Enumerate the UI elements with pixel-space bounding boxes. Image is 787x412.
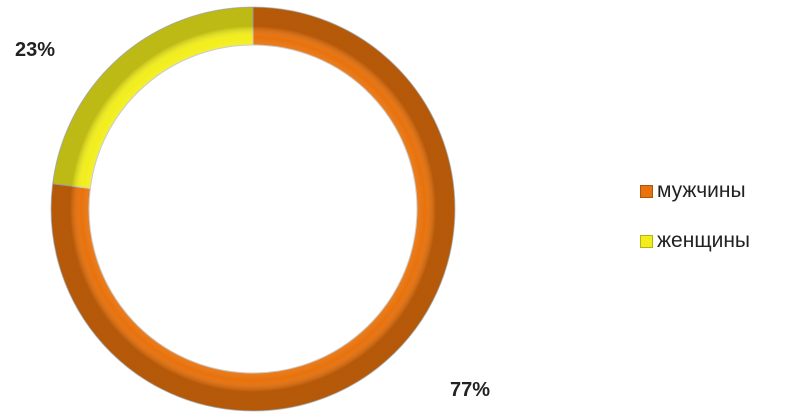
data-label-men: 77% (450, 379, 490, 401)
legend-label-women: женщины (657, 229, 751, 252)
data-label-women: 23% (15, 39, 55, 61)
ring-bevel-overlay (51, 7, 455, 411)
chart-data-labels: 77% 23% (15, 39, 490, 401)
chart-legend: мужчины женщины (640, 178, 750, 278)
legend-item-men: мужчины (640, 178, 750, 204)
legend-swatch-men (640, 184, 653, 198)
legend-swatch-women (640, 234, 653, 248)
legend-item-women: женщины (640, 228, 750, 254)
legend-label-men: мужчины (657, 179, 746, 202)
chart-slices (50, 6, 456, 412)
